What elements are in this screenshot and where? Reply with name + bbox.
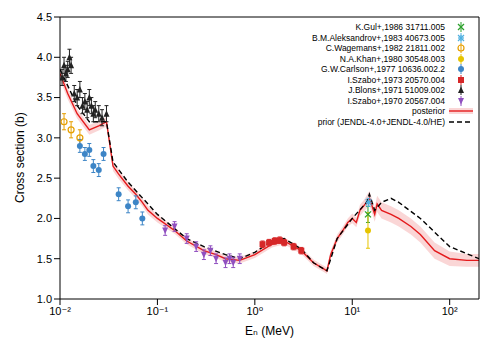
html-text:posterior: posterior bbox=[411, 106, 445, 116]
html-text:prior (JENDL-4.0+JENDL-4.0/HE): prior (JENDL-4.0+JENDL-4.0/HE) bbox=[317, 116, 445, 127]
svg-text:1.0: 1.0 bbox=[37, 293, 52, 305]
svg-text:4.5: 4.5 bbox=[37, 11, 52, 23]
html-text:C.Wagemans+,1982 21811.002: C.Wagemans+,1982 21811.002 bbox=[325, 43, 445, 53]
svg-text:4.0: 4.0 bbox=[37, 51, 52, 63]
html-text:I.Szabo+,1970 20567.004: I.Szabo+,1970 20567.004 bbox=[347, 95, 445, 106]
html-text:B.M.Aleksandrov+,1983 40673.00: B.M.Aleksandrov+,1983 40673.005 bbox=[312, 32, 445, 43]
html-text:N.A.Khan+,1980 30548.003: N.A.Khan+,1980 30548.003 bbox=[339, 53, 445, 64]
svg-text:10²: 10² bbox=[442, 305, 458, 317]
svg-text:10⁻¹: 10⁻¹ bbox=[147, 305, 169, 317]
html-text:K.Gul+,1986 31711.005: K.Gul+,1986 31711.005 bbox=[355, 22, 445, 32]
svg-text:1.5: 1.5 bbox=[37, 253, 52, 265]
svg-text:2.0: 2.0 bbox=[37, 212, 52, 224]
svg-text:Cross section (b): Cross section (b) bbox=[13, 112, 27, 203]
svg-text:Eₙ (MeV): Eₙ (MeV) bbox=[245, 324, 294, 338]
svg-text:3.5: 3.5 bbox=[37, 91, 52, 103]
svg-text:2.5: 2.5 bbox=[37, 172, 52, 184]
svg-text:10⁰: 10⁰ bbox=[247, 305, 264, 317]
html-text:G.W.Carlson+,1977 10636.002.2: G.W.Carlson+,1977 10636.002.2 bbox=[321, 64, 445, 74]
html-text:I.Szabo+,1973 20570.004: I.Szabo+,1973 20570.004 bbox=[347, 74, 445, 85]
svg-text:10⁻²: 10⁻² bbox=[49, 305, 71, 317]
html-text:J.Blons+,1971 51009.002: J.Blons+,1971 51009.002 bbox=[348, 85, 445, 95]
svg-text:10¹: 10¹ bbox=[344, 305, 360, 317]
svg-text:3.0: 3.0 bbox=[37, 132, 52, 144]
